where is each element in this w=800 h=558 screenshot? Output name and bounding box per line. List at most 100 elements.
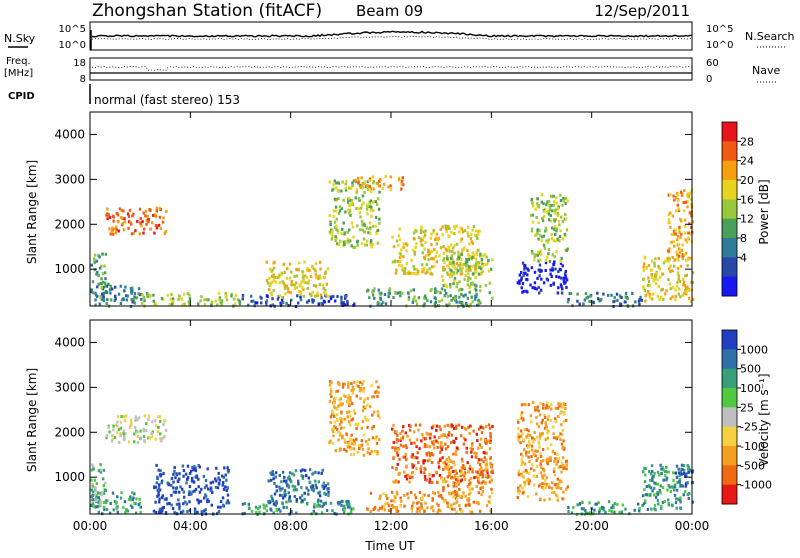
data-cell — [440, 440, 443, 444]
data-cell — [682, 471, 686, 475]
data-cell — [391, 446, 394, 450]
data-cell — [117, 441, 121, 444]
data-cell — [117, 428, 121, 432]
data-cell — [403, 455, 407, 459]
data-cell — [111, 232, 115, 236]
data-cell — [671, 295, 674, 299]
data-cell — [155, 224, 158, 228]
data-cell — [475, 501, 478, 505]
data-cell — [468, 486, 471, 490]
data-cell — [211, 480, 215, 484]
data-cell — [411, 271, 414, 275]
data-cell — [391, 466, 394, 469]
data-cell — [324, 292, 328, 296]
data-cell — [450, 503, 453, 507]
data-cell — [659, 463, 662, 467]
data-cell — [329, 223, 332, 226]
data-cell — [388, 291, 391, 295]
data-cell — [452, 264, 455, 268]
data-cell — [479, 509, 482, 513]
data-cell — [320, 511, 324, 515]
data-cell — [643, 255, 646, 259]
data-cell — [332, 209, 336, 213]
data-cell — [405, 262, 409, 266]
data-cell — [286, 287, 290, 291]
data-cell — [554, 457, 557, 461]
data-cell — [687, 231, 690, 235]
data-cell — [598, 299, 601, 303]
data-cell — [318, 503, 321, 507]
data-cell — [664, 473, 667, 477]
data-cell — [358, 447, 361, 450]
data-cell — [272, 473, 275, 477]
data-cell — [426, 268, 429, 272]
data-cell — [99, 500, 102, 504]
data-cell — [274, 471, 278, 475]
data-cell — [661, 272, 665, 276]
data-cell — [550, 233, 553, 237]
data-cell — [563, 281, 566, 285]
data-cell — [488, 495, 491, 499]
data-cell — [116, 420, 119, 424]
data-cell — [364, 185, 368, 189]
data-cell — [281, 487, 284, 491]
data-cell — [653, 277, 656, 281]
data-cell — [688, 256, 692, 260]
data-cell — [545, 482, 549, 486]
data-cell — [314, 269, 317, 273]
data-cell — [456, 282, 459, 285]
data-cell — [272, 273, 275, 277]
data-cell — [360, 389, 363, 393]
data-cell — [533, 405, 537, 409]
data-cell — [97, 495, 100, 499]
data-cell — [364, 243, 367, 247]
data-cell — [356, 240, 359, 244]
data-cell — [540, 466, 543, 470]
data-cell — [477, 261, 481, 265]
data-cell — [556, 498, 559, 502]
data-cell — [416, 507, 419, 511]
data-cell — [490, 487, 493, 491]
data-cell — [550, 403, 553, 407]
data-cell — [452, 439, 455, 443]
data-cell — [346, 230, 349, 234]
nave-line — [91, 65, 693, 71]
data-cell — [329, 393, 332, 396]
data-cell — [358, 198, 361, 202]
data-cell — [255, 510, 258, 514]
data-cell — [334, 406, 337, 410]
data-cell — [382, 492, 385, 496]
data-cell — [132, 298, 135, 302]
data-cell — [679, 506, 682, 510]
colorbar-swatch — [722, 446, 737, 466]
data-cell — [416, 272, 419, 276]
data-cell — [373, 296, 376, 300]
data-cell — [540, 277, 543, 281]
data-cell — [460, 469, 463, 473]
data-cell — [99, 282, 102, 285]
data-cell — [654, 257, 657, 261]
data-cell — [469, 237, 473, 241]
data-cell — [530, 455, 533, 458]
data-cell — [549, 219, 552, 223]
data-cell — [517, 427, 520, 431]
data-cell — [336, 189, 340, 192]
data-cell — [624, 507, 627, 511]
data-cell — [370, 384, 373, 388]
data-cell — [368, 221, 372, 225]
data-cell — [354, 196, 357, 200]
data-cell — [448, 471, 451, 475]
data-cell — [484, 263, 487, 266]
data-cell — [120, 415, 123, 419]
data-cell — [348, 186, 351, 190]
data-cell — [465, 503, 468, 507]
data-cell — [224, 473, 227, 477]
data-cell — [543, 469, 546, 473]
data-cell — [155, 481, 158, 485]
data-cell — [402, 425, 405, 429]
data-cell — [362, 453, 366, 457]
data-cell — [439, 450, 442, 454]
data-cell — [100, 264, 103, 268]
data-cell — [398, 178, 401, 182]
data-cell — [103, 264, 106, 268]
